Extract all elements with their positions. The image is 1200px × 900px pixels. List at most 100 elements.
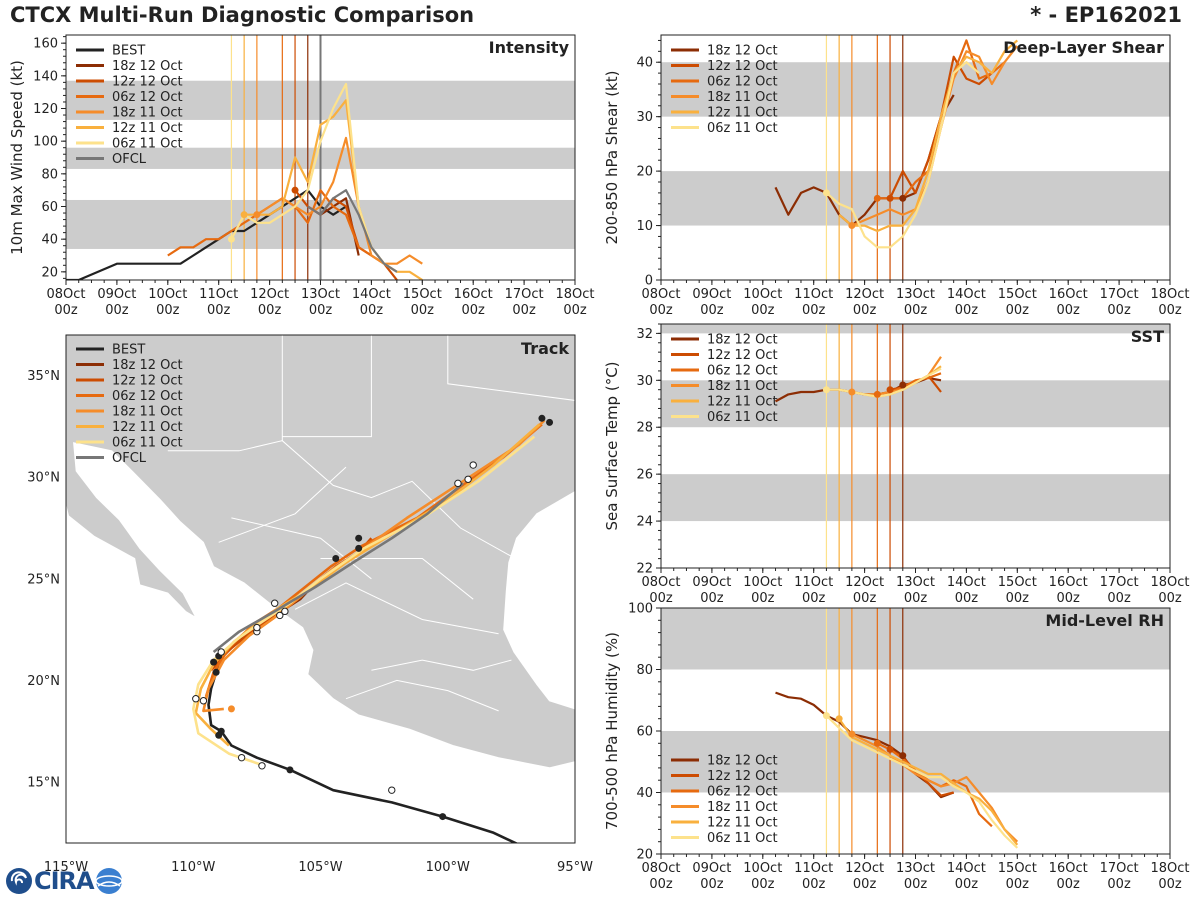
rh-ytick-label: 80 (636, 663, 653, 678)
sst-xtick-label: 00z (649, 591, 673, 606)
shear-ytick-label: 30 (636, 110, 653, 125)
sst-xtick-label: 00z (1107, 591, 1131, 606)
shear-xtick-label: 08Oct (641, 287, 680, 302)
shear-ytick-label: 0 (645, 274, 653, 289)
sst-band-2 (661, 324, 1170, 334)
shear-marker-3 (886, 194, 894, 202)
track-frame (65, 334, 576, 844)
sst-legend-label-18z-12-oct: 18z 12 Oct (707, 333, 778, 348)
shear-xtick-label: 00z (751, 303, 775, 318)
sst-marker-4 (899, 381, 907, 389)
track-ytick-label: 30°N (27, 471, 60, 486)
shear-xtick-label: 16Oct (1049, 287, 1088, 302)
shear-xtick-label: 00z (853, 303, 877, 318)
track-point-filled-0 (439, 813, 447, 821)
track-point-open-1 (237, 753, 246, 762)
sst-xtick-label: 00z (700, 591, 724, 606)
land-mass (66, 335, 575, 769)
track-point-filled-4 (212, 668, 220, 676)
rh-xtick-label: 00z (751, 877, 775, 892)
track-ytick-label: 25°N (27, 572, 60, 587)
track-point-open-3 (192, 695, 200, 703)
sst-band-0 (661, 474, 1170, 522)
sst-xtick-label: 00z (751, 591, 775, 606)
track-point-filled-3 (217, 727, 225, 735)
sst-plot-area (661, 324, 1170, 568)
track-point-open-5 (253, 623, 261, 632)
border-line-7 (345, 679, 499, 712)
track-legend-label-18z-12-oct: 18z 12 Oct (112, 358, 183, 373)
sst-legend-label-06z-12-oct: 06z 12 Oct (707, 364, 778, 379)
intensity-legend-label-06z-12-oct: 06z 12 Oct (112, 90, 183, 105)
track-point-filled-8 (355, 534, 363, 542)
intensity-ytick-label: 60 (41, 200, 58, 215)
rh-series-12z-11-oct (838, 718, 1019, 846)
track-point-open-11 (258, 762, 266, 770)
intensity-legend-label-12z-11-oct: 12z 11 Oct (112, 121, 183, 136)
rh-xtick-label: 08Oct (641, 861, 680, 876)
sst-xtick-label: 00z (904, 591, 928, 606)
track-legend-label-12z-11-oct: 12z 11 Oct (112, 420, 183, 435)
rh-xtick-label: 00z (904, 877, 928, 892)
shear-xtick-label: 18Oct (1150, 287, 1189, 302)
intensity-ytick-label: 40 (41, 233, 58, 248)
rh-legend-label-12z-12-oct: 12z 12 Oct (707, 769, 778, 784)
border-line-8 (218, 466, 347, 543)
rh-legend-label-06z-11-oct: 06z 11 Oct (707, 831, 778, 846)
track-ytick-label: 15°N (27, 776, 60, 791)
intensity-marker-3 (291, 186, 299, 194)
intensity-legend-label-18z-11-oct: 18z 11 Oct (112, 106, 183, 121)
chart-intensity: 2040608010012014016008Oct00z09Oct00z10Oc… (8, 34, 595, 318)
sst-xtick-label: 11Oct (794, 575, 833, 590)
shear-legend-label-06z-11-oct: 06z 11 Oct (707, 121, 778, 136)
sst-xtick-label: 16Oct (1049, 575, 1088, 590)
sst-title: SST (1131, 327, 1164, 346)
track-legend-label-ofcl: OFCL (112, 451, 147, 466)
intensity-plot-area (66, 35, 575, 280)
rh-xtick-label: 16Oct (1049, 861, 1088, 876)
track-xtick-label: 115°W (44, 860, 88, 875)
rh-marker-2 (848, 730, 856, 738)
shear-xtick-label: 13Oct (896, 287, 935, 302)
track-point-filled-1 (286, 766, 294, 774)
intensity-ytick-label: 120 (33, 102, 58, 117)
intensity-xtick-label: 09Oct (97, 287, 136, 302)
intensity-ylabel: 10m Max Wind Speed (kt) (8, 60, 26, 255)
intensity-marker-0 (227, 235, 235, 243)
rh-xtick-label: 00z (802, 877, 826, 892)
shear-marker-0 (822, 189, 830, 197)
shear-xtick-label: 10Oct (743, 287, 782, 302)
sst-xtick-label: 00z (802, 591, 826, 606)
sst-xtick-label: 13Oct (896, 575, 935, 590)
rh-marker-4 (886, 745, 894, 753)
rh-xtick-label: 00z (1158, 877, 1182, 892)
cira-swirl-icon (6, 868, 32, 894)
sst-xtick-label: 00z (1057, 591, 1081, 606)
track-point-filled-7 (355, 544, 363, 552)
track-xtick-label: 100°W (426, 860, 470, 875)
chart-shear: 01020304008Oct00z09Oct00z10Oct00z11Oct00… (603, 34, 1190, 318)
shear-xtick-label: 12Oct (845, 287, 884, 302)
intensity-legend-label-06z-11-oct: 06z 11 Oct (112, 137, 183, 152)
intensity-xtick-label: 00z (512, 303, 536, 318)
rh-legend-label-18z-11-oct: 18z 11 Oct (707, 800, 778, 815)
sst-xtick-label: 14Oct (947, 575, 986, 590)
chart-sst: 22242628303208Oct00z09Oct00z10Oct00z11Oc… (603, 323, 1190, 606)
shear-xtick-label: 09Oct (692, 287, 731, 302)
rh-title: Mid-Level RH (1045, 611, 1164, 630)
logo-text: CIRA (34, 867, 95, 895)
sst-xtick-label: 09Oct (692, 575, 731, 590)
shear-xtick-label: 00z (802, 303, 826, 318)
sst-xtick-label: 00z (853, 591, 877, 606)
shear-xtick-label: 00z (700, 303, 724, 318)
intensity-ytick-label: 140 (33, 69, 58, 84)
track-point-filled-5 (210, 658, 218, 666)
shear-marker-4 (899, 194, 907, 202)
intensity-xtick-label: 00z (411, 303, 435, 318)
intensity-ytick-label: 100 (33, 135, 58, 150)
border-line-0 (167, 440, 520, 562)
globe-icon (94, 868, 123, 894)
sst-series-06z-11-oct (826, 367, 942, 398)
rh-xtick-label: 00z (853, 877, 877, 892)
